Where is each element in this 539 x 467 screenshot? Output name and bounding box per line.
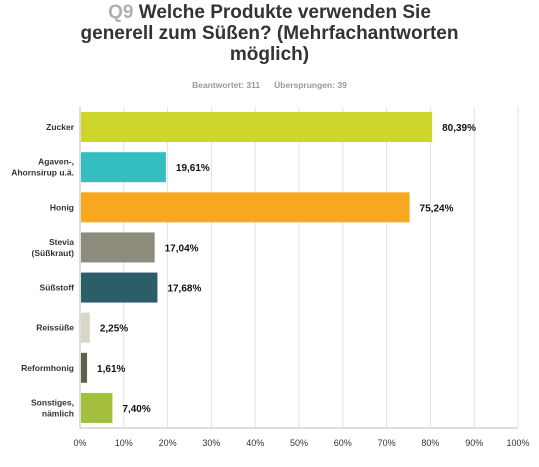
bar [81, 112, 433, 143]
bar [81, 232, 155, 263]
skipped-count: Übersprungen: 39 [274, 80, 347, 90]
x-tick-label: 80% [421, 438, 439, 448]
value-label: 1,61% [97, 364, 125, 375]
category-label: Honig [50, 202, 74, 212]
question-number: Q9 [108, 2, 134, 23]
x-tick-label: 60% [334, 438, 352, 448]
x-tick-label: 50% [290, 438, 308, 448]
x-tick-label: 40% [246, 438, 264, 448]
value-label: 80,39% [442, 123, 476, 134]
bar [81, 392, 113, 423]
x-tick-label: 100% [506, 438, 529, 448]
bar [81, 352, 88, 383]
value-label: 19,61% [176, 163, 210, 174]
x-tick-label: 20% [159, 438, 177, 448]
bar [81, 152, 166, 183]
title-line-1: Welche Produkte verwenden Sie [138, 2, 431, 23]
value-label: 17,68% [167, 284, 201, 295]
bar [81, 192, 410, 223]
chart-title: Q9 Welche Produkte verwenden Sie generel… [0, 2, 539, 65]
x-tick-label: 30% [202, 438, 220, 448]
x-tick-label: 10% [115, 438, 133, 448]
category-label: Agaven-, Ahornsirup u.ä. [11, 157, 74, 178]
response-stats: Beantwortet: 311 Übersprungen: 39 [0, 80, 539, 90]
category-label: Sonstiges, nämlich [31, 397, 74, 418]
bar [81, 312, 90, 343]
category-label: Zucker [46, 122, 75, 132]
bar [81, 272, 158, 303]
category-label: Stevia (Süßkraut) [32, 237, 75, 258]
x-tick-label: 0% [73, 438, 86, 448]
x-tick-label: 90% [465, 438, 483, 448]
x-tick-label: 70% [378, 438, 396, 448]
title-line-2: generell zum Süßen? (Mehrfachantworten [80, 23, 459, 44]
value-label: 2,25% [100, 324, 128, 335]
title-line-3: möglich) [229, 44, 310, 65]
value-label: 75,24% [420, 203, 454, 214]
category-label: Reissüße [36, 323, 74, 333]
category-label: Süßstoff [40, 283, 75, 293]
value-label: 7,40% [122, 404, 150, 415]
category-label: Reformhonig [21, 363, 74, 373]
answered-count: Beantwortet: 311 [192, 80, 261, 90]
value-label: 17,04% [165, 243, 199, 254]
